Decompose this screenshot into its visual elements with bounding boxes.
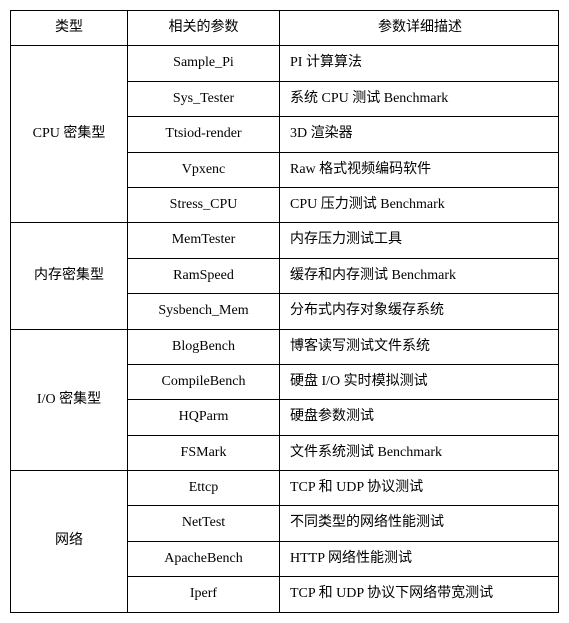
cell-param: Vpxenc (128, 152, 280, 187)
col-header-type: 类型 (11, 11, 128, 46)
cell-param: HQParm (128, 400, 280, 435)
cell-desc: CPU 压力测试 Benchmark (280, 187, 559, 222)
cell-desc: HTTP 网络性能测试 (280, 541, 559, 576)
cell-param: Sysbench_Mem (128, 294, 280, 329)
cell-desc: 系统 CPU 测试 Benchmark (280, 81, 559, 116)
col-header-param: 相关的参数 (128, 11, 280, 46)
cell-param: FSMark (128, 435, 280, 470)
cell-type: 内存密集型 (11, 223, 128, 329)
table-row: I/O 密集型BlogBench博客读写测试文件系统 (11, 329, 559, 364)
cell-param: NetTest (128, 506, 280, 541)
table-row: 网络EttcpTCP 和 UDP 协议测试 (11, 471, 559, 506)
cell-type: I/O 密集型 (11, 329, 128, 471)
cell-param: Sample_Pi (128, 46, 280, 81)
cell-desc: PI 计算算法 (280, 46, 559, 81)
cell-type: 网络 (11, 471, 128, 613)
cell-param: CompileBench (128, 364, 280, 399)
cell-param: Stress_CPU (128, 187, 280, 222)
cell-param: Ettcp (128, 471, 280, 506)
table-row: 内存密集型MemTester内存压力测试工具 (11, 223, 559, 258)
cell-param: Iperf (128, 577, 280, 612)
cell-param: BlogBench (128, 329, 280, 364)
cell-desc: 硬盘参数测试 (280, 400, 559, 435)
cell-desc: 不同类型的网络性能测试 (280, 506, 559, 541)
table-body: CPU 密集型Sample_PiPI 计算算法Sys_Tester系统 CPU … (11, 46, 559, 612)
cell-desc: 硬盘 I/O 实时模拟测试 (280, 364, 559, 399)
cell-desc: 内存压力测试工具 (280, 223, 559, 258)
cell-param: MemTester (128, 223, 280, 258)
cell-type: CPU 密集型 (11, 46, 128, 223)
cell-desc: 文件系统测试 Benchmark (280, 435, 559, 470)
cell-param: ApacheBench (128, 541, 280, 576)
cell-desc: TCP 和 UDP 协议测试 (280, 471, 559, 506)
cell-desc: Raw 格式视频编码软件 (280, 152, 559, 187)
cell-param: Ttsiod-render (128, 117, 280, 152)
col-header-desc: 参数详细描述 (280, 11, 559, 46)
cell-desc: 博客读写测试文件系统 (280, 329, 559, 364)
cell-desc: 3D 渲染器 (280, 117, 559, 152)
cell-param: Sys_Tester (128, 81, 280, 116)
table-row: CPU 密集型Sample_PiPI 计算算法 (11, 46, 559, 81)
table-header-row: 类型 相关的参数 参数详细描述 (11, 11, 559, 46)
cell-desc: TCP 和 UDP 协议下网络带宽测试 (280, 577, 559, 612)
benchmark-table: 类型 相关的参数 参数详细描述 CPU 密集型Sample_PiPI 计算算法S… (10, 10, 559, 613)
cell-desc: 分布式内存对象缓存系统 (280, 294, 559, 329)
cell-param: RamSpeed (128, 258, 280, 293)
cell-desc: 缓存和内存测试 Benchmark (280, 258, 559, 293)
